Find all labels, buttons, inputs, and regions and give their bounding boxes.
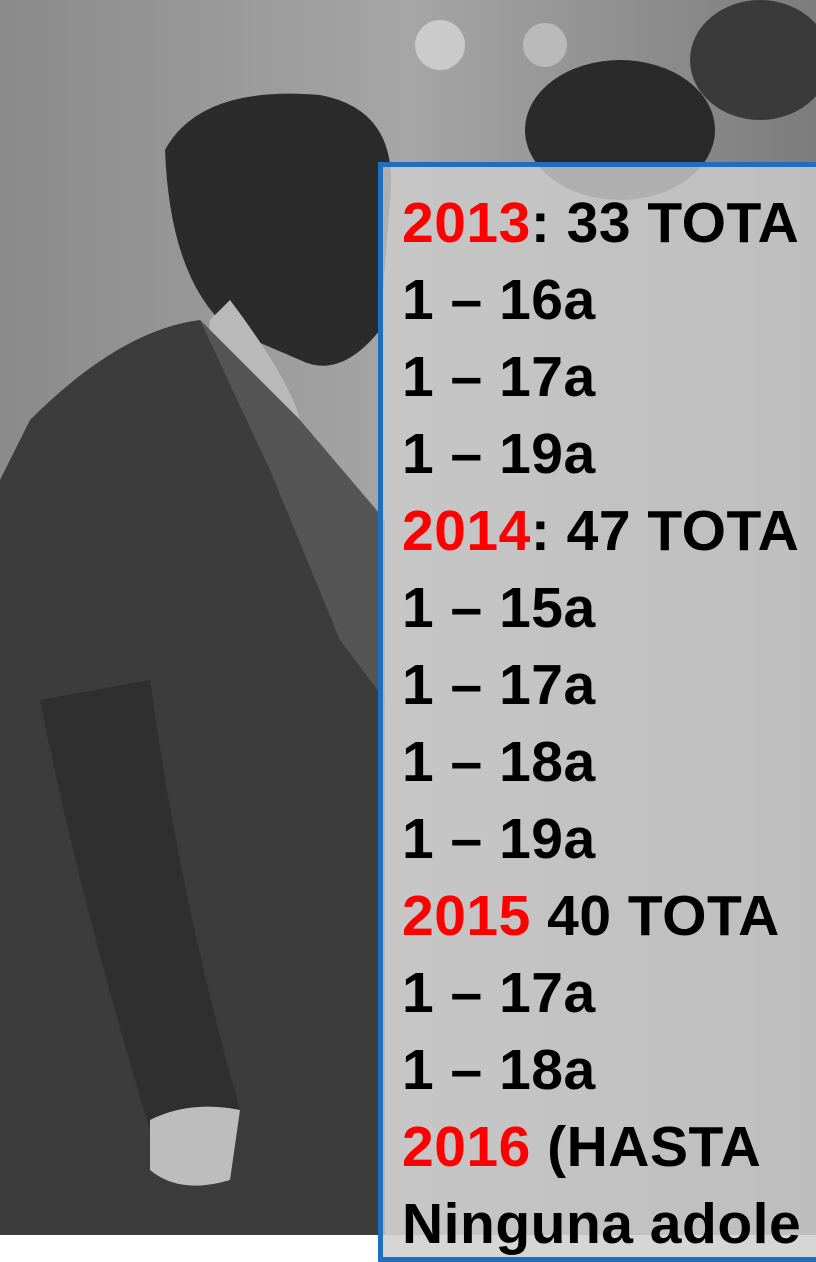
- line-text: 1 – 15a: [402, 576, 596, 640]
- line-text: 1 – 18a: [402, 1038, 596, 1102]
- text-line: 1 – 15a: [402, 570, 801, 647]
- year: 2013: [402, 191, 531, 255]
- text-line: 1 – 19a: [402, 801, 801, 878]
- text-line: 1 – 18a: [402, 1032, 801, 1109]
- line-text: (HASTA: [531, 1115, 776, 1179]
- text-line: 2014: 47 TOTA: [402, 493, 801, 570]
- text-line: 1 – 17a: [402, 647, 801, 724]
- line-text: Ninguna adole: [402, 1192, 801, 1256]
- line-text: : 33 TOTA: [531, 191, 799, 255]
- year: 2015: [402, 884, 531, 948]
- page: 2013: 33 TOTA1 – 16a1 – 17a1 – 19a2014: …: [0, 0, 816, 1235]
- line-text: 1 – 19a: [402, 807, 596, 871]
- line-text: 40 TOTA: [531, 884, 780, 948]
- text-line: 1 – 17a: [402, 339, 801, 416]
- line-text: 1 – 17a: [402, 345, 596, 409]
- text-line: Ninguna adole: [402, 1186, 801, 1262]
- line-text: 1 – 18a: [402, 730, 596, 794]
- text-line: 1 – 17a: [402, 955, 801, 1032]
- line-text: 1 – 17a: [402, 653, 596, 717]
- text-line: 2013: 33 TOTA: [402, 185, 801, 262]
- line-text: 1 – 16a: [402, 268, 596, 332]
- text-line: 2016 (HASTA: [402, 1109, 801, 1186]
- text-line: 1 – 16a: [402, 262, 801, 339]
- line-text: 1 – 19a: [402, 422, 596, 486]
- text-line: 2015 40 TOTA: [402, 878, 801, 955]
- year: 2016: [402, 1115, 531, 1179]
- line-text: 1 – 17a: [402, 961, 596, 1025]
- text-line: 1 – 18a: [402, 724, 801, 801]
- year: 2014: [402, 499, 531, 563]
- text-line: 1 – 19a: [402, 416, 801, 493]
- line-text: : 47 TOTA: [531, 499, 799, 563]
